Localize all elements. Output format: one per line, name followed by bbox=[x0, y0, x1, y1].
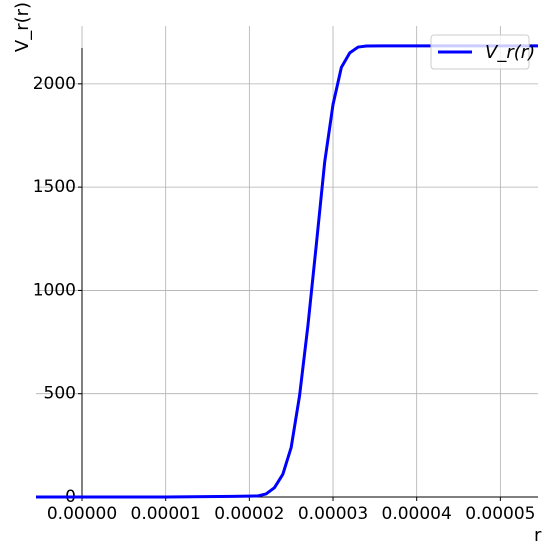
legend-box bbox=[430, 34, 530, 70]
y-tick-label: 1500 bbox=[33, 177, 76, 197]
x-tick-label: 0.00001 bbox=[131, 504, 201, 524]
grid bbox=[36, 26, 538, 498]
y-tick-label: 500 bbox=[44, 384, 76, 404]
x-tick-label: 0.00000 bbox=[47, 504, 117, 524]
x-tick-label: 0.00002 bbox=[214, 504, 284, 524]
series-group bbox=[36, 44, 538, 499]
y-axis-label: V_r(r) bbox=[12, 2, 33, 52]
x-tick-label: 0.00005 bbox=[465, 504, 535, 524]
legend: V_r(r) bbox=[430, 34, 535, 70]
x-axis-label: r bbox=[534, 525, 542, 546]
y-tick-label: 1000 bbox=[33, 280, 76, 300]
x-tick-label: 0.00004 bbox=[382, 504, 452, 524]
y-tick-label: 2000 bbox=[33, 74, 76, 94]
series-line bbox=[36, 44, 538, 499]
x-tick-label: 0.00003 bbox=[298, 504, 368, 524]
legend-label: V_r(r) bbox=[485, 42, 535, 63]
x-axis-ticks: 0.00000 0.00001 0.00002 0.00003 0.00004 0.000… bbox=[47, 497, 536, 524]
